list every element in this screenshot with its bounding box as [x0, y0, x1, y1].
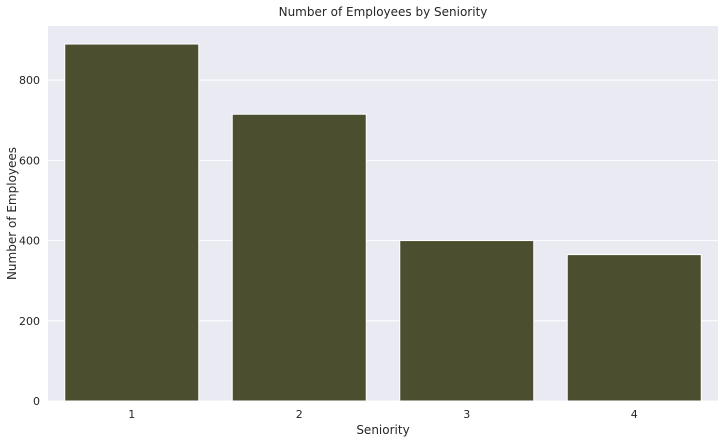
y-tick-label: 400 — [19, 235, 40, 248]
x-tick-label: 1 — [128, 408, 135, 421]
y-axis-ticks: 0 200 400 600 800 — [19, 74, 40, 408]
bar-4 — [566, 254, 702, 402]
y-tick-label: 0 — [33, 395, 40, 408]
y-tick-label: 800 — [19, 74, 40, 87]
bars — [64, 43, 702, 402]
x-tick-label: 3 — [463, 408, 470, 421]
x-axis-label: Seniority — [356, 423, 409, 437]
bar-2 — [231, 113, 367, 402]
y-tick-label: 200 — [19, 315, 40, 328]
bar-1 — [64, 43, 200, 402]
x-tick-label: 2 — [296, 408, 303, 421]
x-tick-label: 4 — [631, 408, 638, 421]
bar-3 — [399, 240, 535, 402]
y-axis-label: Number of Employees — [5, 147, 19, 280]
y-tick-label: 600 — [19, 154, 40, 167]
chart-title: Number of Employees by Seniority — [279, 5, 488, 19]
x-axis-ticks: 1 2 3 4 — [128, 408, 638, 421]
